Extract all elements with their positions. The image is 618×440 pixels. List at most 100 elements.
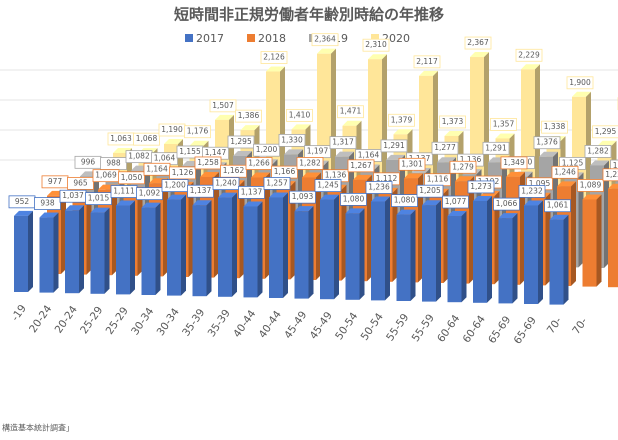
bar-side bbox=[308, 206, 314, 299]
data-label-box bbox=[136, 187, 163, 201]
bar-top bbox=[269, 192, 288, 198]
bar-side bbox=[334, 194, 339, 300]
bar-top bbox=[251, 172, 270, 178]
bar-side bbox=[232, 192, 237, 297]
x-tick-label: 30-34 bbox=[155, 306, 183, 338]
data-label: 1,279 bbox=[452, 162, 474, 171]
bar-top bbox=[294, 206, 314, 212]
data-label: 1,092 bbox=[139, 189, 161, 198]
bar-side bbox=[443, 188, 449, 283]
bar-side bbox=[316, 172, 321, 280]
bar-top bbox=[353, 174, 372, 180]
bar-top bbox=[557, 181, 576, 187]
bar-side bbox=[571, 181, 576, 286]
data-label: 2,229 bbox=[518, 50, 540, 59]
bar-side bbox=[545, 192, 551, 286]
bar-top bbox=[65, 205, 84, 211]
data-label-box bbox=[278, 133, 306, 147]
data-label: 1,126 bbox=[172, 168, 194, 177]
bar-side bbox=[512, 213, 518, 304]
data-label-box bbox=[541, 120, 568, 134]
bar-side bbox=[520, 171, 525, 285]
data-label-box bbox=[187, 184, 214, 198]
data-label-box bbox=[169, 166, 196, 180]
bar bbox=[549, 219, 564, 305]
data-label: 1,291 bbox=[485, 143, 507, 152]
data-label: 1,245 bbox=[317, 181, 339, 190]
data-label-box bbox=[362, 38, 390, 52]
data-label-box bbox=[347, 159, 375, 173]
data-label-box bbox=[365, 181, 393, 194]
data-label-box bbox=[260, 51, 288, 64]
bar bbox=[39, 217, 54, 293]
bar-side bbox=[112, 184, 117, 276]
bar-top bbox=[393, 129, 413, 135]
bar-top bbox=[549, 214, 569, 220]
data-label-box bbox=[584, 145, 612, 158]
data-label: 1,338 bbox=[544, 122, 566, 131]
legend-label: 2018 bbox=[258, 32, 286, 45]
bar-top bbox=[455, 176, 474, 182]
bar bbox=[167, 199, 181, 296]
x-tick-label: 60-64 bbox=[435, 313, 463, 345]
data-label: 1,037 bbox=[62, 191, 84, 200]
x-tick-label: 20-24 bbox=[27, 303, 55, 335]
data-label: 938 bbox=[40, 199, 55, 208]
bar-top bbox=[90, 207, 110, 213]
data-label: 965 bbox=[73, 178, 88, 187]
chart-title: 短時間非正規労働者年齢別時給の年推移 bbox=[174, 6, 444, 24]
bar-side bbox=[392, 187, 398, 282]
data-label-box bbox=[289, 190, 316, 204]
bar-side bbox=[461, 211, 467, 303]
x-tick-label: 40-44 bbox=[231, 308, 259, 340]
bar-side bbox=[86, 192, 92, 275]
bar-side bbox=[578, 172, 584, 268]
data-label: 1,373 bbox=[442, 117, 464, 126]
bar-side bbox=[79, 205, 84, 294]
data-label-box bbox=[566, 76, 594, 90]
data-label-box bbox=[431, 141, 459, 155]
data-label: 2,367 bbox=[467, 38, 489, 47]
data-label: 1,317 bbox=[332, 138, 354, 147]
data-label: 1,136 bbox=[325, 171, 347, 180]
data-label: 1,069 bbox=[95, 171, 117, 180]
data-label-box bbox=[245, 157, 273, 170]
bar-side bbox=[155, 202, 161, 295]
data-label-box bbox=[602, 168, 618, 182]
x-tick-label: 40-44 bbox=[257, 308, 285, 340]
data-label-box bbox=[482, 141, 510, 155]
bar-top bbox=[200, 171, 219, 177]
data-label: 1,200 bbox=[256, 145, 278, 154]
data-label: 1,066 bbox=[496, 199, 518, 208]
data-label: 1,068 bbox=[136, 134, 158, 143]
bar-top bbox=[404, 173, 423, 179]
bar bbox=[90, 212, 105, 294]
bar-top bbox=[444, 130, 464, 136]
data-label: 2,364 bbox=[314, 35, 336, 44]
data-label: 1,295 bbox=[230, 137, 252, 146]
data-label: 2,117 bbox=[416, 57, 438, 66]
data-label-box bbox=[133, 132, 160, 146]
data-label: 1,063 bbox=[110, 134, 132, 143]
bar bbox=[498, 218, 513, 304]
data-label: 1,291 bbox=[383, 141, 405, 150]
data-label-box bbox=[398, 157, 426, 171]
x-tick-label: 50-54 bbox=[333, 310, 361, 342]
bar-top bbox=[342, 120, 362, 126]
x-tick-label: 25-29 bbox=[104, 305, 131, 337]
data-label: 1,164 bbox=[358, 150, 380, 159]
bar bbox=[65, 210, 79, 294]
bar-side bbox=[188, 181, 194, 277]
data-label: 1,900 bbox=[569, 78, 591, 87]
data-label: 952 bbox=[15, 197, 30, 206]
data-label: 1,015 bbox=[88, 194, 110, 203]
bar-top bbox=[590, 160, 609, 166]
bar-top bbox=[447, 211, 467, 217]
bar-top bbox=[582, 194, 602, 200]
data-label: 1,166 bbox=[274, 167, 296, 176]
bar bbox=[447, 216, 462, 303]
bar-side bbox=[469, 176, 474, 284]
bar-top bbox=[284, 149, 303, 155]
bar-top bbox=[266, 66, 285, 72]
data-label: 996 bbox=[81, 157, 96, 166]
